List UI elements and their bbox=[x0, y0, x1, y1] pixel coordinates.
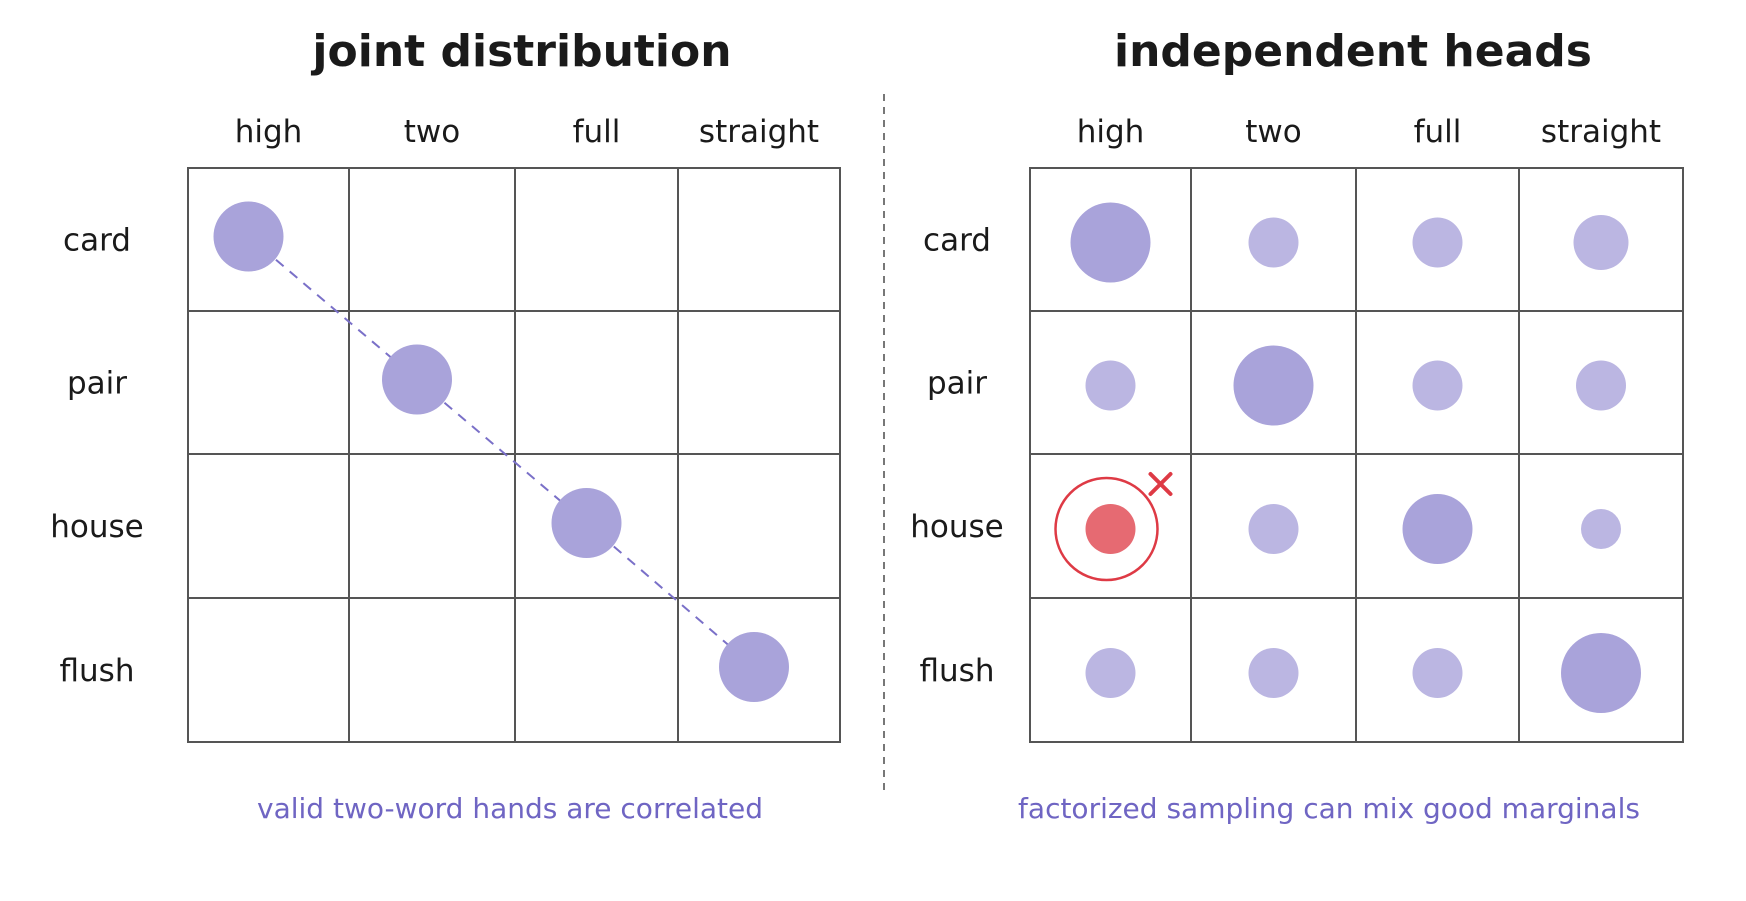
right-column-label-full: full bbox=[1414, 114, 1462, 150]
right-column-label-straight: straight bbox=[1541, 114, 1661, 150]
invalid-ring bbox=[1054, 476, 1159, 582]
left-column-label-two: two bbox=[404, 114, 460, 150]
marginal-dot-house-full bbox=[1402, 494, 1473, 564]
correlation-diagonal bbox=[247, 235, 755, 668]
marginal-dot-card-straight bbox=[1573, 215, 1629, 270]
marginal-dot-card-two bbox=[1248, 217, 1299, 268]
left-row-label-house: house bbox=[50, 509, 143, 545]
invalid-combination-x-icon bbox=[1148, 472, 1173, 496]
right-grid bbox=[1029, 167, 1684, 743]
left-column-label-full: full bbox=[573, 114, 621, 150]
marginal-dot-flush-high bbox=[1085, 648, 1136, 698]
left-dots bbox=[213, 201, 789, 702]
joint-dot-flush-straight bbox=[719, 632, 789, 702]
right-row-labels: card pair house flush bbox=[910, 223, 1003, 690]
right-dots bbox=[1070, 202, 1641, 713]
left-panel-title: joint distribution bbox=[310, 26, 731, 77]
joint-dot-house-full bbox=[551, 488, 622, 558]
left-row-labels: card pair house flush bbox=[50, 223, 143, 690]
marginal-dot-pair-high bbox=[1085, 360, 1136, 411]
joint-dot-pair-two bbox=[382, 344, 452, 415]
marginal-dot-pair-straight bbox=[1576, 360, 1626, 411]
marginal-dot-pair-two bbox=[1233, 345, 1314, 426]
right-row-label-card: card bbox=[923, 223, 991, 259]
right-row-label-house: house bbox=[910, 509, 1003, 545]
invalid-combination-marker bbox=[1054, 472, 1173, 582]
right-column-labels: high two full straight bbox=[1077, 114, 1661, 150]
left-row-label-pair: pair bbox=[67, 366, 127, 402]
marginal-dot-house-straight bbox=[1581, 509, 1621, 549]
diagonal-segment bbox=[585, 522, 755, 668]
marginal-dot-house-high bbox=[1085, 504, 1136, 554]
right-panel-caption: factorized sampling can mix good margina… bbox=[1018, 792, 1640, 825]
right-row-label-pair: pair bbox=[927, 366, 987, 402]
marginal-dot-card-high bbox=[1070, 202, 1151, 283]
right-column-label-two: two bbox=[1245, 114, 1301, 150]
marginal-dot-house-two bbox=[1248, 504, 1299, 554]
marginal-dot-flush-straight bbox=[1561, 633, 1641, 713]
marginal-dot-flush-two bbox=[1248, 648, 1299, 698]
right-column-label-high: high bbox=[1077, 114, 1145, 150]
left-column-labels: high two full straight bbox=[235, 114, 819, 150]
left-panel-caption: valid two-word hands are correlated bbox=[257, 792, 763, 825]
left-column-label-high: high bbox=[235, 114, 303, 150]
marginal-dot-flush-full bbox=[1412, 648, 1463, 698]
diagonal-segment bbox=[247, 235, 418, 381]
left-row-label-card: card bbox=[63, 223, 131, 259]
marginal-dot-card-full bbox=[1412, 217, 1463, 268]
joint-dot-card-high bbox=[213, 201, 284, 272]
right-panel: high two full straight card pair house flush bbox=[910, 114, 1684, 743]
right-panel-title: independent heads bbox=[1114, 26, 1592, 77]
right-row-label-flush: flush bbox=[920, 653, 995, 689]
left-panel: high two full straight card pair house flush bbox=[50, 114, 841, 743]
marginal-dot-pair-full bbox=[1412, 360, 1463, 411]
left-row-label-flush: flush bbox=[60, 653, 135, 689]
left-grid bbox=[187, 167, 841, 743]
diagonal-segment bbox=[416, 378, 588, 524]
left-column-label-straight: straight bbox=[699, 114, 819, 150]
